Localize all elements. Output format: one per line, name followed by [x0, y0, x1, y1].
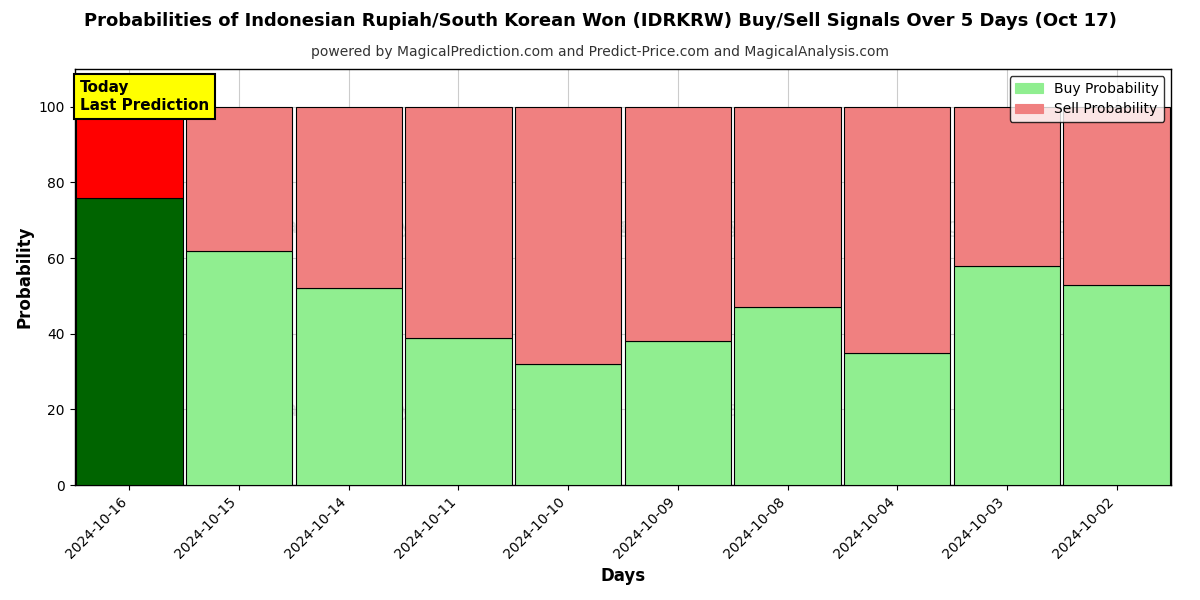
Text: Today
Last Prediction: Today Last Prediction: [80, 80, 209, 113]
Text: MagicalPrediction.com: MagicalPrediction.com: [662, 400, 913, 420]
Bar: [186, 107, 293, 251]
Bar: [954, 107, 1060, 266]
Bar: [844, 107, 950, 353]
Bar: [77, 107, 182, 197]
Bar: [515, 364, 622, 485]
Text: MagicalAnalysis.com: MagicalAnalysis.com: [266, 400, 498, 420]
Legend: Buy Probability, Sell Probability: Buy Probability, Sell Probability: [1009, 76, 1164, 122]
Text: MagicalPrediction.com: MagicalPrediction.com: [914, 217, 1165, 237]
Text: MagicalAnalysis.com: MagicalAnalysis.com: [266, 217, 498, 237]
Bar: [406, 107, 511, 338]
Bar: [734, 307, 841, 485]
Bar: [295, 289, 402, 485]
Text: MagicalPrediction.com: MagicalPrediction.com: [586, 217, 836, 237]
Bar: [186, 251, 293, 485]
Text: powered by MagicalPrediction.com and Predict-Price.com and MagicalAnalysis.com: powered by MagicalPrediction.com and Pre…: [311, 45, 889, 59]
Bar: [1063, 284, 1170, 485]
Bar: [844, 353, 950, 485]
Bar: [295, 107, 402, 289]
Text: Probabilities of Indonesian Rupiah/South Korean Won (IDRKRW) Buy/Sell Signals Ov: Probabilities of Indonesian Rupiah/South…: [84, 12, 1116, 30]
Text: MagicalAnalysis.com: MagicalAnalysis.com: [595, 217, 827, 237]
Bar: [954, 266, 1060, 485]
Bar: [734, 107, 841, 307]
Bar: [625, 341, 731, 485]
Bar: [1063, 107, 1170, 284]
Bar: [515, 107, 622, 364]
Bar: [406, 338, 511, 485]
Bar: [625, 107, 731, 341]
Bar: [77, 197, 182, 485]
Y-axis label: Probability: Probability: [16, 226, 34, 328]
X-axis label: Days: Days: [600, 567, 646, 585]
